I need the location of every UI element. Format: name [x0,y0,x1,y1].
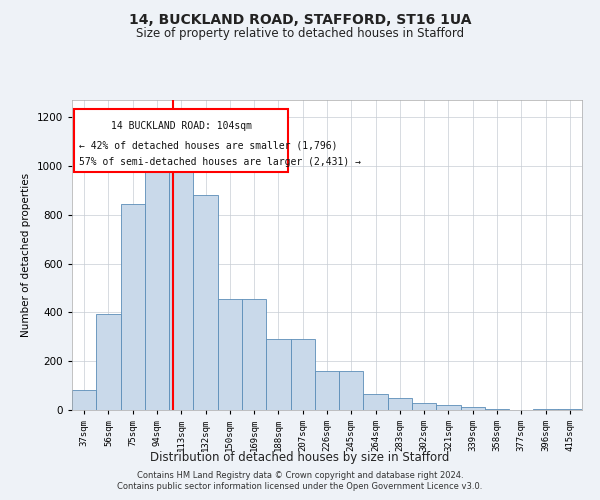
Bar [339,371,364,410]
Bar [242,299,266,410]
Bar [169,172,193,410]
Bar [485,409,509,410]
Bar [315,371,339,410]
Bar [96,314,121,410]
Y-axis label: Number of detached properties: Number of detached properties [21,173,31,337]
Text: 14, BUCKLAND ROAD, STAFFORD, ST16 1UA: 14, BUCKLAND ROAD, STAFFORD, ST16 1UA [129,12,471,26]
Bar [436,404,461,410]
Text: 14 BUCKLAND ROAD: 104sqm: 14 BUCKLAND ROAD: 104sqm [111,122,252,132]
Bar [145,172,169,410]
Text: 57% of semi-detached houses are larger (2,431) →: 57% of semi-detached houses are larger (… [79,158,361,168]
Bar [290,339,315,410]
Bar [388,398,412,410]
Bar [461,407,485,410]
Bar [533,409,558,410]
Bar [558,409,582,410]
Bar [193,195,218,410]
Bar [364,394,388,410]
Text: Size of property relative to detached houses in Stafford: Size of property relative to detached ho… [136,28,464,40]
Text: ← 42% of detached houses are smaller (1,796): ← 42% of detached houses are smaller (1,… [79,140,338,150]
Text: Distribution of detached houses by size in Stafford: Distribution of detached houses by size … [151,451,449,464]
Bar [72,390,96,410]
Text: Contains public sector information licensed under the Open Government Licence v3: Contains public sector information licen… [118,482,482,491]
Text: Contains HM Land Registry data © Crown copyright and database right 2024.: Contains HM Land Registry data © Crown c… [137,471,463,480]
Bar [412,402,436,410]
Bar [266,339,290,410]
Bar [218,299,242,410]
Bar [74,108,288,172]
Bar [121,204,145,410]
